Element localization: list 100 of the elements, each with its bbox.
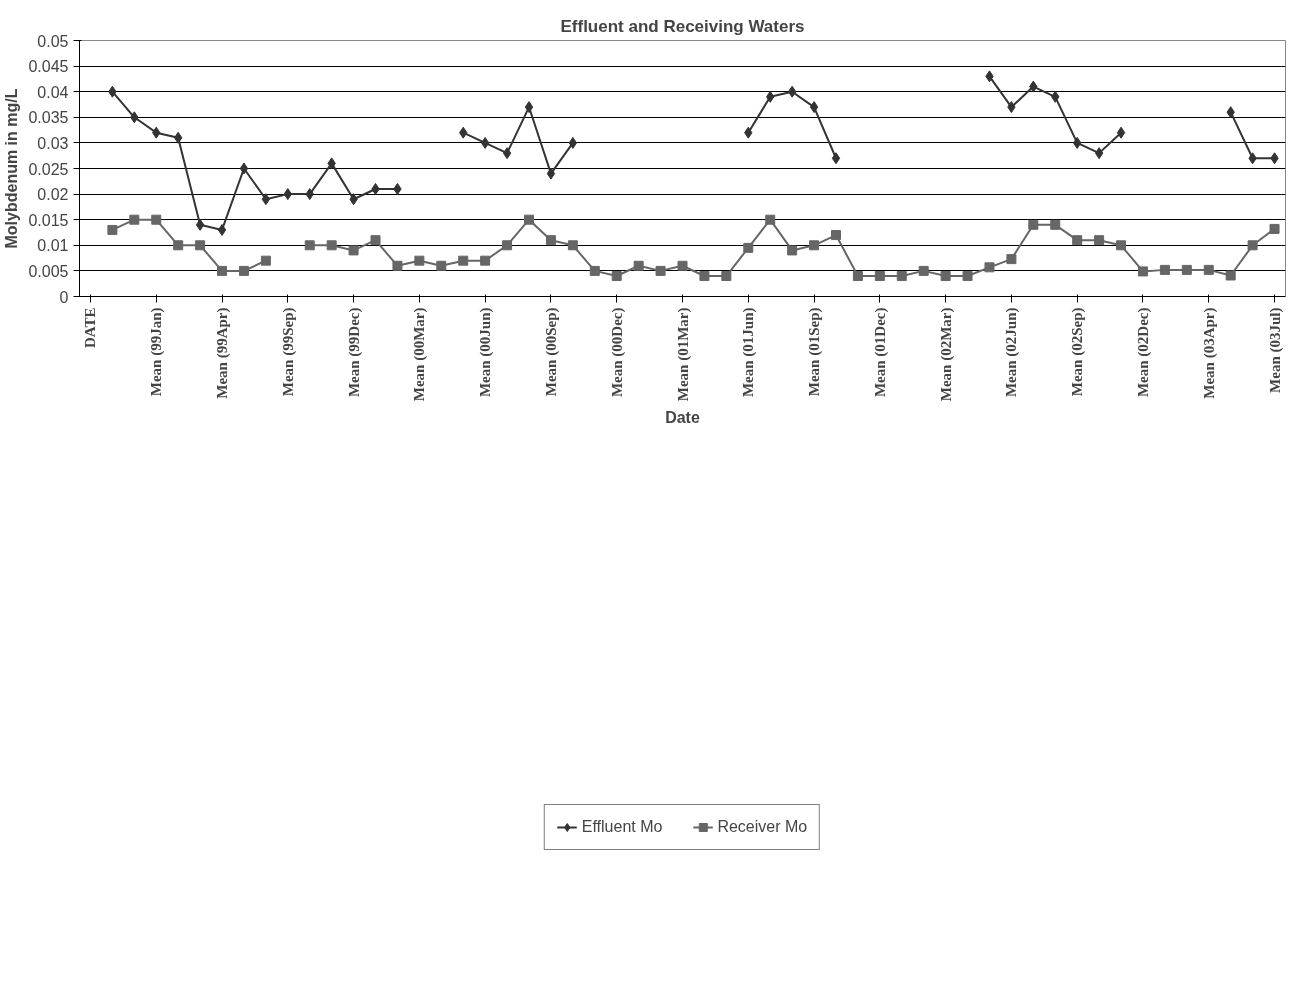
x-tick-label: Mean (01Jun) [740,307,758,398]
point [1006,254,1017,265]
point [524,101,534,114]
point [1116,240,1127,251]
x-tick-label: Mean (00Sep) [542,307,560,397]
point [392,260,403,271]
x-tick-label: Mean (99Apr) [214,307,232,399]
point [1225,270,1236,281]
point [195,218,205,231]
y-axis-title: Molybdenum in mg/L [3,88,21,249]
point [918,265,929,276]
point [940,271,951,282]
point [633,260,644,271]
y-tick-label: 0.015 [28,211,69,229]
point [874,271,885,282]
y-tick-label: 0.045 [28,58,69,76]
point [173,240,184,251]
point [261,193,271,206]
x-tick-label: Mean (03Jul) [1266,307,1284,393]
point [1269,223,1280,234]
y-tick-label: 0.03 [37,134,69,152]
point [238,265,249,276]
x-tick-label: Mean (00Dec) [608,307,626,398]
point [458,255,469,266]
y-tick-label: 0.04 [37,83,69,101]
y-tick-label: 0.05 [37,32,69,50]
point [896,271,907,282]
point [129,214,140,225]
point [1072,235,1083,246]
x-tick-label: Mean (00Jun) [477,307,495,398]
point [260,255,271,266]
legend-label: Receiver Mo [717,818,808,836]
point [809,240,820,251]
y-tick-label: 0.02 [37,186,69,204]
point [1137,266,1148,277]
point [1050,219,1061,230]
x-tick-label: Mean (99Dec) [345,307,363,398]
x-tick-label: Mean (00Mar) [411,307,429,402]
point [546,167,556,180]
point [809,101,819,114]
point [480,255,491,266]
x-tick-label: Mean (02Mar) [937,307,955,402]
legend-label: Effluent Mo [581,818,663,836]
point [348,245,359,256]
x-tick-label: Mean (02Jun) [1003,307,1021,398]
point [1203,264,1214,275]
point [984,262,995,273]
x-axis-title: Date [665,409,700,427]
point [568,136,578,149]
point [699,271,710,282]
point [107,224,118,235]
point [370,235,381,246]
point [326,240,337,251]
point [1028,219,1039,230]
x-tick-label: Mean (01Mar) [674,307,692,402]
y-tick-label: 0.005 [28,262,69,280]
point [217,265,228,276]
point [830,230,841,241]
point [962,271,973,282]
point [414,255,425,266]
point [589,265,600,276]
point [721,271,732,282]
x-tick-label: Mean (99Jan) [148,307,166,397]
point [743,242,754,253]
point [436,260,447,271]
point [1247,240,1258,251]
point [239,162,249,175]
point [611,271,622,282]
x-tick-label: Mean (99Sep) [279,307,297,397]
x-tick-label: Mean (01Sep) [806,307,824,397]
x-tick-label: DATE [82,307,99,349]
point [567,240,578,251]
y-tick-label: 0.025 [28,160,69,178]
point [217,223,227,236]
x-tick-label: Mean (01Dec) [871,307,889,398]
point [151,214,162,225]
y-tick-label: 0.01 [37,237,69,255]
x-tick-label: Mean (02Sep) [1069,307,1087,397]
point [787,85,797,98]
y-tick-label: 0 [59,288,69,306]
point [502,147,512,160]
x-tick-label: Mean (02Dec) [1134,307,1152,398]
point [524,214,535,225]
point [502,240,513,251]
point [852,271,863,282]
point [195,240,206,251]
point [480,136,490,149]
point [1116,126,1126,139]
y-tick-label: 0.035 [28,109,69,127]
x-tick-label: Mean (03Apr) [1200,307,1218,399]
point [677,260,688,271]
point [787,245,798,256]
point [304,240,315,251]
point [1094,147,1104,160]
point [1094,235,1105,246]
point [545,235,556,246]
point [1159,264,1170,275]
chart-title: Effluent and Receiving Waters [560,16,805,36]
point [831,152,841,165]
point [765,214,776,225]
